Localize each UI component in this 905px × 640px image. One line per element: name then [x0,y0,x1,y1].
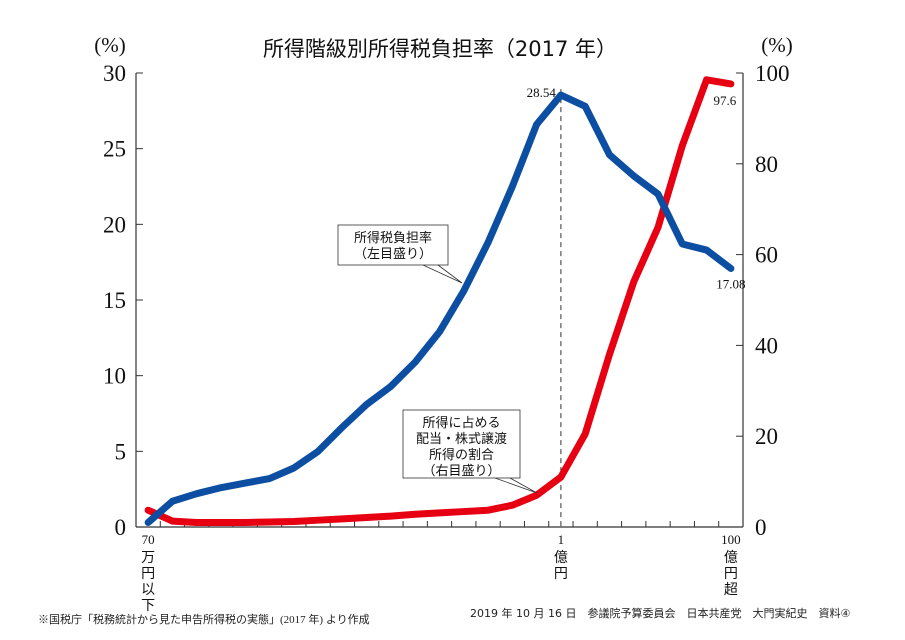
right-tick-label: 80 [755,152,778,177]
left-tick-label: 20 [103,212,126,237]
left-tick-label: 10 [103,364,126,389]
callout-text: 所得税負担率 [354,230,432,246]
callout-box [402,409,521,479]
red-end-value-label: 97.6 [713,93,736,108]
x-tick-label: 70 [142,532,155,547]
dividend-share-line [144,76,735,526]
callout-pointer [494,477,538,494]
right-axis-unit: (%) [761,33,792,57]
callout-pointer [422,264,463,284]
left-tick-label: 15 [103,288,126,313]
right-tick-label: 40 [755,333,778,358]
right-tick-label: 100 [755,61,790,86]
x-tick-label-char: 以 [141,582,155,598]
x-tick-label-char: 円 [554,566,568,582]
callout-text: 配当・株式譲渡 [416,431,507,447]
left-axis-unit: (%) [94,33,125,57]
peak-value-label: 28.54 [527,85,557,100]
x-tick-label-char: 億 [554,550,568,566]
callout-text: （右目盛り） [422,464,500,479]
chart-title: 所得階級別所得税負担率（2017 年） [263,37,617,61]
blue-end-value-label: 17.08 [716,277,745,292]
tax-burden-line [144,91,735,526]
callout-box [337,224,449,266]
right-tick-label: 0 [755,515,767,540]
left-tick-label: 30 [103,61,126,86]
x-tick-label-char: 超 [724,582,738,598]
right-tick-label: 60 [755,243,778,268]
callout-text: （左目盛り） [354,247,432,262]
x-tick-label: 100 [721,532,741,547]
callout-text: 所得の割合 [429,447,494,463]
callout-text: 所得に占める [422,415,500,431]
left-tick-label: 5 [115,439,127,464]
footer-credit: 2019 年 10 月 16 日 参議院予算委員会 日本共産党 大門実紀史 資料… [470,606,850,620]
x-tick-label-char: 億 [724,550,738,566]
tax-burden-callout: 所得税負担率（左目盛り） [337,224,463,284]
left-tick-label: 25 [103,137,126,162]
x-tick-label-char: 下 [141,598,155,614]
footer-source: ※国税庁「税務統計から見た申告所得税の実態」(2017 年) より作成 [38,612,370,626]
x-tick-label-char: 万 [141,550,155,566]
x-tick-label-char: 円 [724,566,738,582]
right-tick-label: 20 [755,424,778,449]
x-tick-label-char: 円 [141,566,155,582]
left-tick-label: 0 [115,515,127,540]
x-tick-label: 1 [558,532,565,547]
